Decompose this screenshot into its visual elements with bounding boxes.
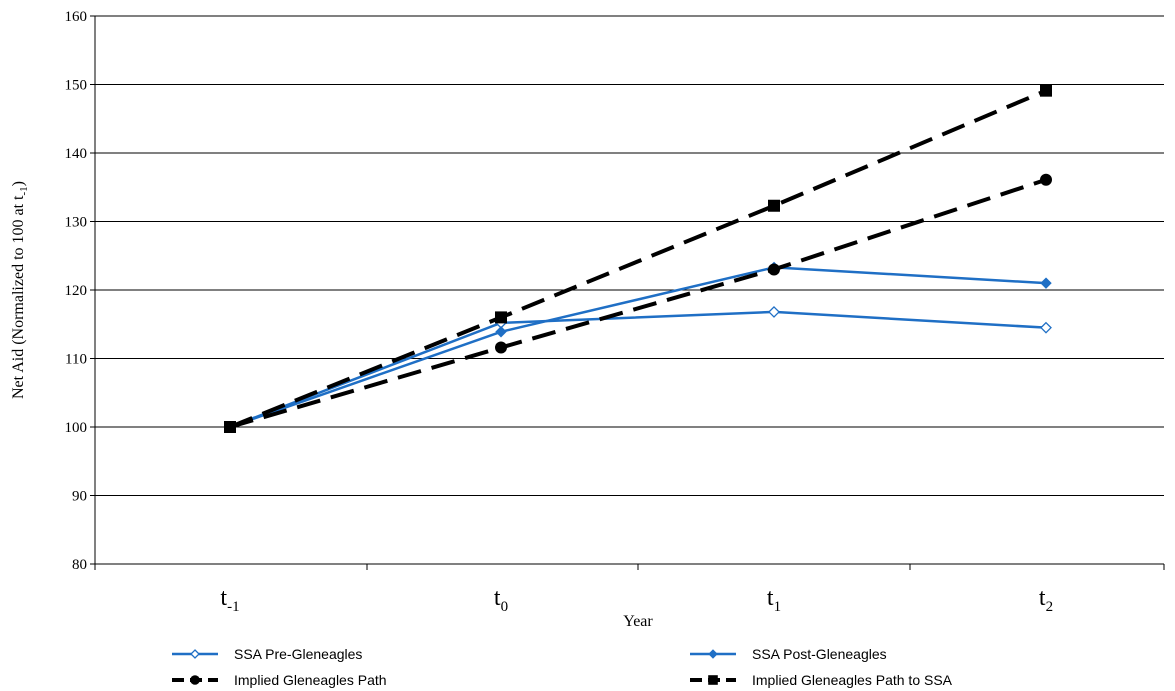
x-axis-label: Year <box>623 613 653 630</box>
series-line <box>229 88 1047 429</box>
marker-circle <box>768 263 780 276</box>
x-tick-label-sub: -1 <box>227 599 240 615</box>
x-tick-label-base: t <box>220 585 227 611</box>
legend-label: Implied Gleneagles Path <box>234 672 387 688</box>
gridlines <box>90 15 1164 565</box>
y-tick-label: 120 <box>65 283 88 299</box>
x-tick-label: t0 <box>494 585 508 615</box>
marker-circle <box>190 675 200 685</box>
marker-circle <box>495 341 507 354</box>
marker-square <box>768 199 780 212</box>
x-tick-label-sub: 0 <box>501 599 509 615</box>
x-tick-labels: t-1 t0 t1 t2 <box>220 585 1053 615</box>
y-axis-label-main: Net Aid (Normalized to 100 at t <box>10 195 27 399</box>
marker-square <box>495 311 507 324</box>
marker-diamond-filled <box>1040 277 1052 289</box>
y-axis-label-end: ) <box>10 181 27 186</box>
series-line <box>229 177 1047 429</box>
marker-circle <box>1040 173 1052 186</box>
series <box>224 84 1052 433</box>
x-tick-label-base: t <box>767 585 774 611</box>
axes <box>94 16 1165 570</box>
x-tick-label: t1 <box>767 585 781 615</box>
y-tick-label: 80 <box>72 557 87 573</box>
series-line <box>229 310 1047 429</box>
x-tick-label: t-1 <box>220 585 239 615</box>
x-tick-label-base: t <box>1039 585 1046 611</box>
marker-square <box>708 675 718 685</box>
y-axis-label-sub: -1 <box>18 186 30 195</box>
y-tick-labels: 80 90 100 110 120 130 140 150 160 <box>65 9 88 573</box>
marker-square <box>1040 84 1052 97</box>
x-tick-label: t2 <box>1039 585 1053 615</box>
y-axis-label: Net Aid (Normalized to 100 at t-1) <box>10 181 30 399</box>
x-tick-label-sub: 1 <box>774 599 782 615</box>
legend: SSA Pre-Gleneagles SSA Post-Gleneagles Imp… <box>172 646 953 688</box>
y-tick-label: 100 <box>65 420 88 436</box>
y-tick-label: 90 <box>72 489 87 505</box>
marker-diamond-filled <box>708 649 718 659</box>
marker-square <box>224 421 236 433</box>
y-tick-label: 160 <box>65 9 88 25</box>
legend-label: Implied Gleneagles Path to SSA <box>752 672 953 688</box>
marker-diamond-open <box>1040 321 1052 334</box>
legend-label: SSA Post-Gleneagles <box>752 646 887 662</box>
marker-diamond-filled <box>495 326 507 338</box>
marker-diamond-open <box>768 306 780 318</box>
y-tick-label: 130 <box>65 215 88 231</box>
y-tick-label: 150 <box>65 78 88 94</box>
x-tick-label-base: t <box>494 585 501 611</box>
series-line <box>229 266 1047 429</box>
legend-label: SSA Pre-Gleneagles <box>234 646 362 662</box>
marker-diamond-open <box>190 649 200 659</box>
x-tick-label-sub: 2 <box>1046 599 1054 615</box>
y-tick-label: 110 <box>65 352 87 368</box>
y-tick-label: 140 <box>65 146 88 162</box>
